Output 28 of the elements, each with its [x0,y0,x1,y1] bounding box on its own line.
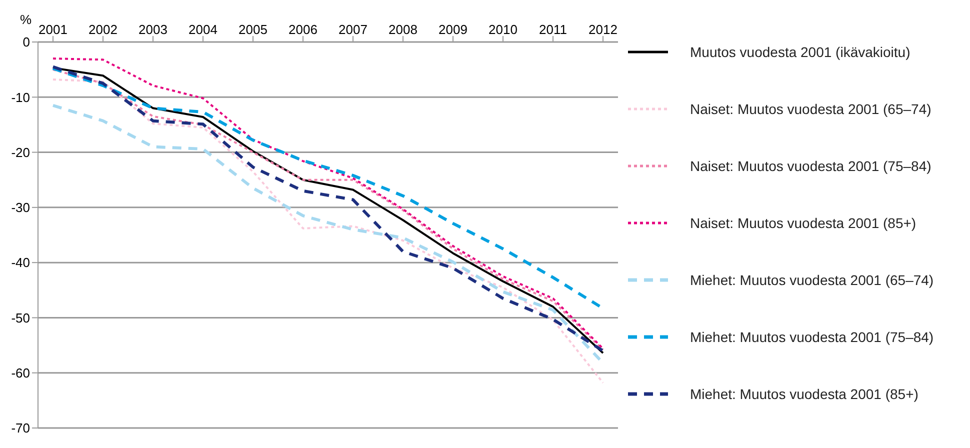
x-tick-label: 2005 [238,22,268,37]
x-tick-label: 2011 [539,22,567,37]
x-tick-label: 2012 [588,22,618,37]
y-tick-label: -40 [11,255,30,270]
x-tick-label: 2007 [338,22,368,37]
legend-label: Miehet: Muutos vuodesta 2001 (75–84) [690,329,934,345]
x-tick-label: 2002 [88,22,118,37]
legend-label: Muutos vuodesta 2001 (ikävakioitu) [690,44,910,60]
x-tick-label: 2001 [38,22,68,37]
legend-label: Naiset: Muutos vuodesta 2001 (65–74) [690,101,932,117]
y-tick-label: -50 [11,310,30,326]
y-tick-label: -30 [11,200,30,216]
y-tick-label: -60 [11,365,30,380]
y-tick-label: -70 [11,420,30,436]
x-tick-label: 2003 [138,22,168,37]
x-tick-label: 2004 [188,22,218,37]
y-tick-label: 0 [22,34,30,50]
x-tick-label: 2010 [488,22,518,37]
legend-label: Miehet: Muutos vuodesta 2001 (65–74) [690,272,934,288]
x-tick-label: 2008 [388,22,418,37]
y-tick-label: -20 [11,144,30,160]
legend-label: Naiset: Muutos vuodesta 2001 (75–84) [690,158,932,174]
x-tick-label: 2006 [288,22,318,37]
x-tick-label: 2009 [438,22,468,37]
y-axis-title: % [20,12,32,27]
legend-label: Naiset: Muutos vuodesta 2001 (85+) [690,215,916,231]
y-tick-label: -10 [11,90,30,105]
legend-label: Miehet: Muutos vuodesta 2001 (85+) [690,386,918,402]
